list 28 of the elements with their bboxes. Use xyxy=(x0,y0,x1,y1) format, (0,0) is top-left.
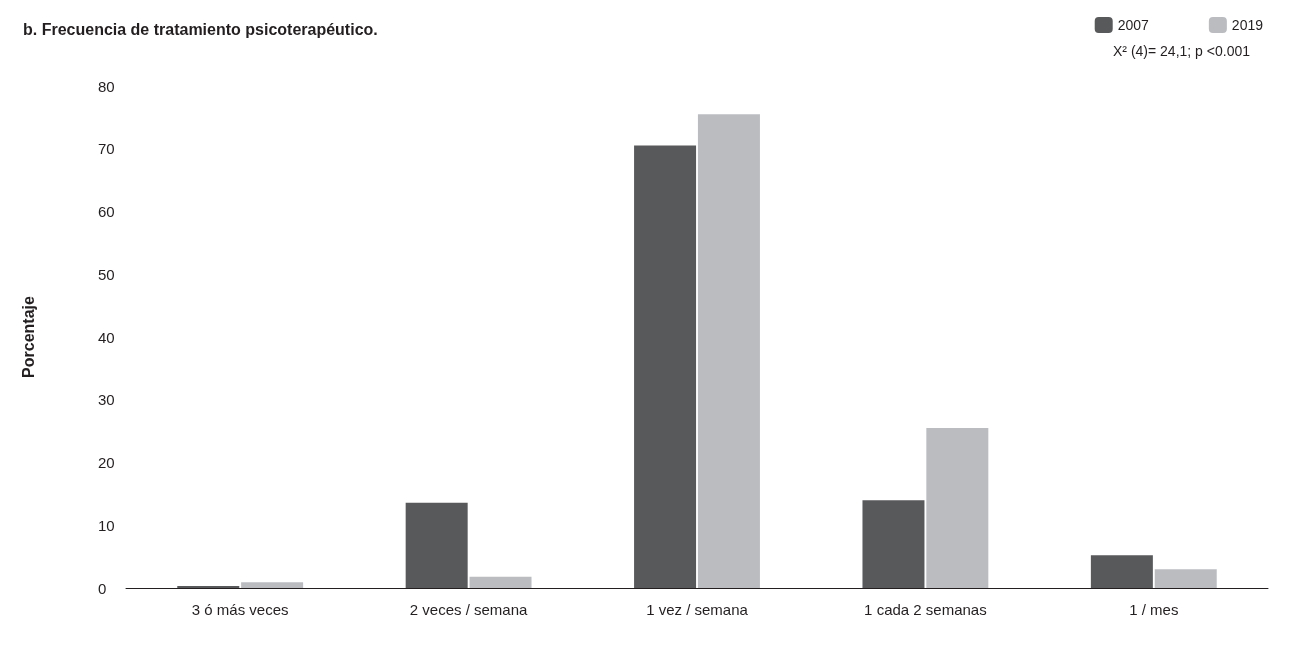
y-tick-label: 30 xyxy=(98,391,115,409)
legend-label: 2019 xyxy=(1231,17,1264,33)
bar xyxy=(926,427,989,588)
y-tick-label: 70 xyxy=(98,140,115,158)
y-tick-label: 20 xyxy=(98,454,115,471)
bar xyxy=(1154,569,1217,588)
y-tick-label: 80 xyxy=(98,77,115,95)
chart-title: b. Frecuencia de tratamiento psicoterapéutico. xyxy=(23,20,378,38)
bar xyxy=(469,576,532,588)
bar xyxy=(862,500,925,588)
x-tick-label: 2 veces / semana xyxy=(409,601,529,618)
y-axis-title: Porcentaje xyxy=(19,295,37,378)
y-tick-label: 0 xyxy=(98,579,107,597)
x-tick-label: 1 / mes xyxy=(1129,601,1179,618)
bar xyxy=(697,114,760,588)
y-tick-label: 10 xyxy=(98,516,115,534)
legend-label: 2007 xyxy=(1117,17,1150,33)
bar xyxy=(634,145,697,588)
bar xyxy=(241,582,304,588)
y-tick-label: 60 xyxy=(98,203,115,220)
y-tick-label: 50 xyxy=(98,265,115,283)
bar xyxy=(1090,555,1153,588)
x-tick-label: 3 ó más veces xyxy=(191,601,289,618)
y-tick-label: 40 xyxy=(98,328,115,346)
x-tick-label: 1 cada 2 semanas xyxy=(864,601,987,618)
text: X² (4)= 24,1; p <0.001 xyxy=(1113,43,1251,59)
bar xyxy=(405,502,468,588)
x-tick-label: 1 vez / semana xyxy=(646,601,749,618)
